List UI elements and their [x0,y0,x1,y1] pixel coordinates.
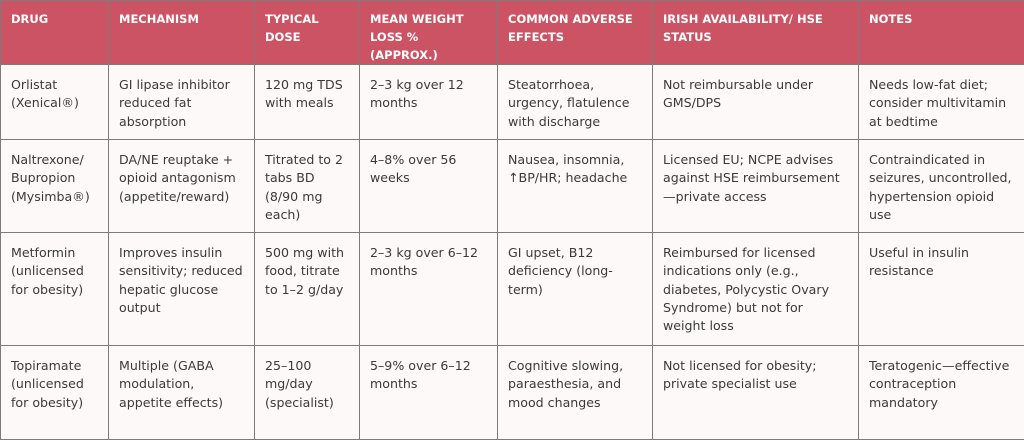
table-header-row: DRUG MECHANISM TYPICAL DOSE MEAN WEIGHT … [1,1,1024,65]
header-typical-dose: TYPICAL DOSE [255,1,360,65]
cell-notes: Contraindicated in seizures, uncontrolle… [859,140,1024,233]
cell-dose: 25–100 mg/day (specialist) [255,346,360,440]
cell-dose: 120 mg TDS with meals [255,65,360,140]
cell-mechanism: DA/NE reuptake + opioid antagonism (appe… [109,140,255,233]
cell-adverse-effects: Cognitive slowing, paraesthesia, and moo… [498,346,653,440]
cell-dose: 500 mg with food, titrate to 1–2 g/day [255,233,360,346]
header-mean-weight-loss: MEAN WEIGHT LOSS % (APPROX.) [360,1,498,65]
header-mechanism: MECHANISM [109,1,255,65]
cell-weight-loss: 2–3 kg over 12 months [360,65,498,140]
cell-drug: Metformin (unlicensed for obesity) [1,233,109,346]
cell-notes: Useful in insulin resistance [859,233,1024,346]
cell-adverse-effects: Steatorrhoea, urgency, flatulence with d… [498,65,653,140]
cell-mechanism: Multiple (GABA modulation, appetite effe… [109,346,255,440]
cell-drug: Naltrexone/ Bupropion (Mysimba®) [1,140,109,233]
cell-drug: Orlistat (Xenical®) [1,65,109,140]
cell-availability: Licensed EU; NCPE advises against HSE re… [653,140,859,233]
table-row: Orlistat (Xenical®) GI lipase inhibitor … [1,65,1024,140]
cell-dose: Titrated to 2 tabs BD (8/90 mg each) [255,140,360,233]
cell-availability: Not licensed for obesity; private specia… [653,346,859,440]
table-row: Topiramate (unlicensed for obesity) Mult… [1,346,1024,440]
cell-weight-loss: 5–9% over 6–12 months [360,346,498,440]
header-adverse-effects: COMMON ADVERSE EFFECTS [498,1,653,65]
cell-notes: Teratogenic—effective contraception mand… [859,346,1024,440]
cell-notes: Needs low-fat diet; consider multivitami… [859,65,1024,140]
cell-adverse-effects: GI upset, B12 deficiency (long-term) [498,233,653,346]
header-notes: NOTES [859,1,1024,65]
table-row: Naltrexone/ Bupropion (Mysimba®) DA/NE r… [1,140,1024,233]
table-row: Metformin (unlicensed for obesity) Impro… [1,233,1024,346]
cell-availability: Reimbursed for licensed indications only… [653,233,859,346]
cell-mechanism: GI lipase inhibitor reduced fat absorpti… [109,65,255,140]
header-irish-availability: IRISH AVAILABILITY/ HSE STATUS [653,1,859,65]
cell-weight-loss: 2–3 kg over 6–12 months [360,233,498,346]
cell-drug: Topiramate (unlicensed for obesity) [1,346,109,440]
header-drug: DRUG [1,1,109,65]
cell-availability: Not reimbursable under GMS/DPS [653,65,859,140]
cell-adverse-effects: Nausea, insomnia, ↑BP/HR; headache [498,140,653,233]
cell-mechanism: Improves insulin sensitivity; reduced he… [109,233,255,346]
cell-weight-loss: 4–8% over 56 weeks [360,140,498,233]
